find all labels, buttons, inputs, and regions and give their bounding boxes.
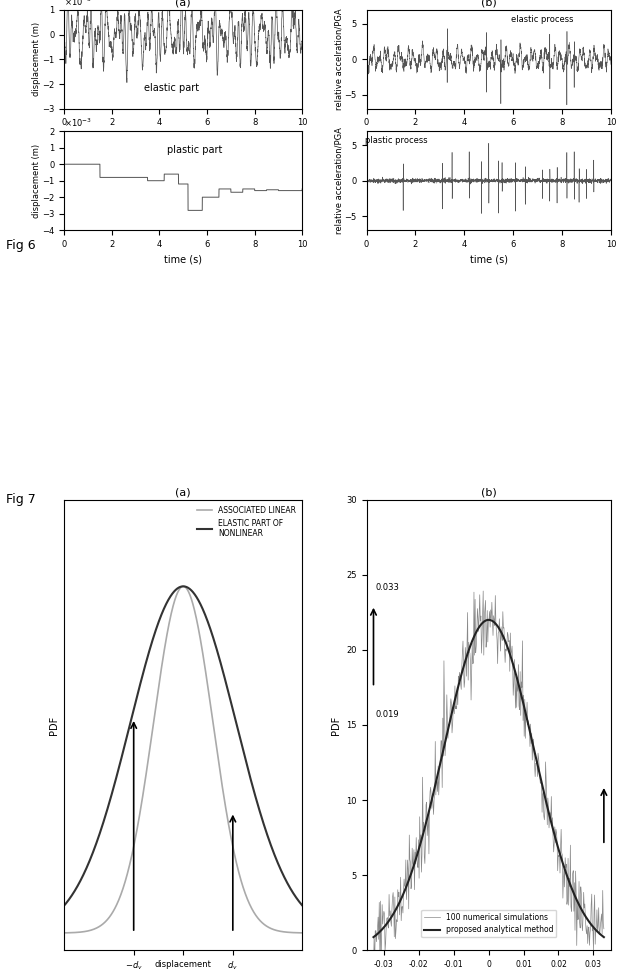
Text: 0.033: 0.033 [376,582,399,592]
Text: plastic process: plastic process [365,136,427,145]
Y-axis label: PDF: PDF [331,715,341,735]
Title: (b): (b) [481,0,496,8]
ASSOCIATED LINEAR [258,917,266,928]
ASSOCIATED LINEAR [74,926,82,938]
X-axis label: time (s): time (s) [469,133,508,143]
ELASTIC PART OF
NONLINEAR [47,912,55,923]
100 numerical simulations [537,776,545,788]
Y-axis label: PDF: PDF [49,715,59,735]
Text: $\times 10^{-3}$: $\times 10^{-3}$ [64,0,93,8]
Text: elastic part: elastic part [144,83,199,93]
ELASTIC PART OF
NONLINEAR [258,814,266,826]
ELASTIC PART OF
NONLINEAR [164,596,172,608]
proposed analytical method [397,893,405,905]
Text: plastic part: plastic part [167,145,223,155]
Legend: ASSOCIATED LINEAR, ELASTIC PART OF
NONLINEAR: ASSOCIATED LINEAR, ELASTIC PART OF NONLI… [194,504,298,541]
ASSOCIATED LINEAR [164,626,172,638]
100 numerical simulations [445,720,453,732]
100 numerical simulations [398,901,406,913]
ELASTIC PART OF
NONLINEAR [154,618,162,630]
100 numerical simulations [600,922,608,934]
100 numerical simulations [538,806,546,818]
ASSOCIATED LINEAR [253,912,261,923]
Y-axis label: relative accelration/PGA: relative accelration/PGA [334,9,343,110]
proposed analytical method [538,777,545,789]
100 numerical simulations [371,963,379,969]
proposed analytical method [461,657,469,669]
Line: proposed analytical method: proposed analytical method [374,620,604,937]
100 numerical simulations [516,703,523,715]
Title: (b): (b) [481,487,496,497]
Line: ELASTIC PART OF
NONLINEAR: ELASTIC PART OF NONLINEAR [51,586,316,918]
100 numerical simulations [370,960,377,969]
X-axis label: time (s): time (s) [164,255,203,265]
ELASTIC PART OF
NONLINEAR [229,704,237,716]
100 numerical simulations [479,585,487,597]
ELASTIC PART OF
NONLINEAR [253,797,261,809]
Y-axis label: displacement (m): displacement (m) [32,22,41,96]
proposed analytical method [536,771,544,783]
ASSOCIATED LINEAR [229,841,237,853]
ASSOCIATED LINEAR [154,686,162,698]
100 numerical simulations [462,641,469,653]
Text: elastic process: elastic process [511,15,574,23]
ELASTIC PART OF
NONLINEAR [312,912,320,923]
X-axis label: time (s): time (s) [164,133,203,143]
Y-axis label: relative acceleration/PGA: relative acceleration/PGA [334,127,343,234]
Title: (a): (a) [176,0,191,8]
ELASTIC PART OF
NONLINEAR [179,580,187,592]
ASSOCIATED LINEAR [47,927,55,939]
Text: Fig 6: Fig 6 [6,238,36,252]
Text: 0.019: 0.019 [376,710,399,720]
ASSOCIATED LINEAR [312,927,320,939]
proposed analytical method [600,931,608,943]
proposed analytical method [370,931,377,943]
X-axis label: time (s): time (s) [469,255,508,265]
ASSOCIATED LINEAR [179,580,187,592]
Text: $\times 10^{-3}$: $\times 10^{-3}$ [64,117,93,129]
Text: Fig 7: Fig 7 [6,493,36,507]
Title: (a): (a) [176,487,191,497]
Y-axis label: displacement (m): displacement (m) [32,143,41,218]
proposed analytical method [485,614,493,626]
ELASTIC PART OF
NONLINEAR [74,879,82,891]
proposed analytical method [515,680,523,692]
Line: 100 numerical simulations: 100 numerical simulations [374,591,604,969]
Legend: 100 numerical simulations, proposed analytical method: 100 numerical simulations, proposed anal… [421,910,556,937]
proposed analytical method [445,721,453,733]
Line: ASSOCIATED LINEAR: ASSOCIATED LINEAR [51,586,316,933]
